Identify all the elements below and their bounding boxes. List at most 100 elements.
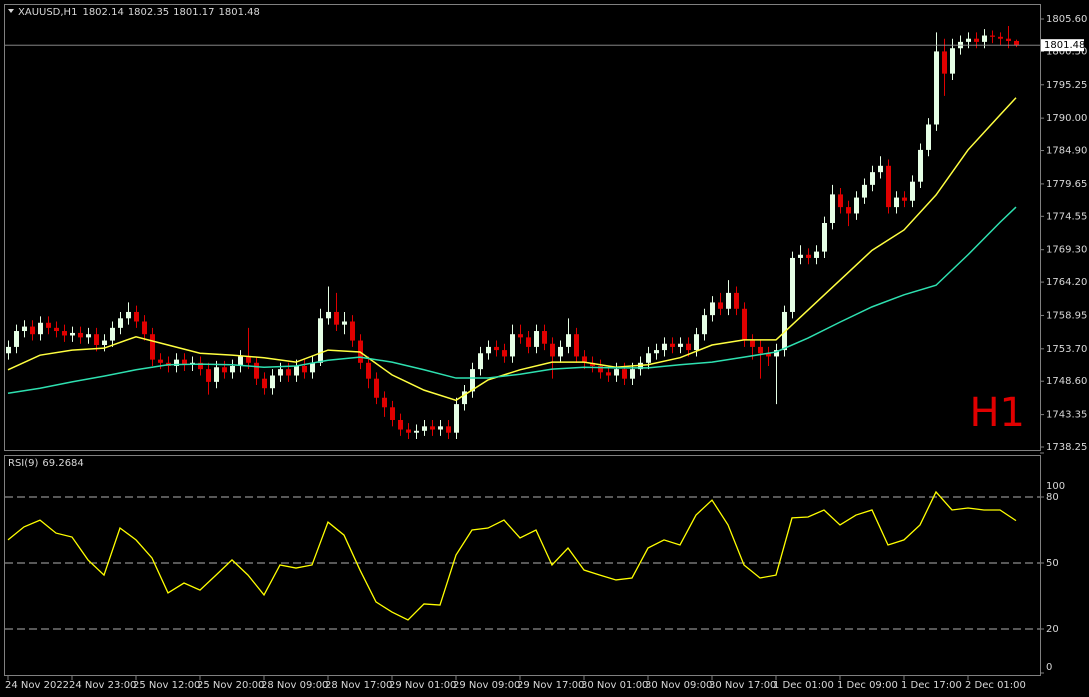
last-price-box (1041, 39, 1084, 52)
candle-body (54, 327, 59, 332)
candle-body (966, 38, 971, 42)
candle-body (70, 332, 75, 336)
candle-body (534, 331, 539, 347)
y-tick-label: 1790.00 (1046, 113, 1087, 124)
y-tick-label: 1784.90 (1046, 146, 1087, 157)
y-tick-label: 1805.60 (1046, 14, 1087, 25)
candle-body (518, 334, 523, 338)
candle-body (278, 369, 283, 376)
candle-body (182, 359, 187, 365)
candle-body (94, 334, 99, 346)
candle-body (326, 311, 331, 319)
candle-body (542, 331, 547, 344)
candle-body (790, 257, 795, 312)
candle-body (406, 429, 411, 433)
rsi-y-tick-label: 80 (1046, 492, 1059, 503)
candle-body (558, 346, 563, 357)
x-tick-label: 30 Nov 01:00 (581, 680, 648, 691)
x-tick-label: 1 Dec 17:00 (901, 680, 962, 691)
candle-body (62, 331, 67, 336)
candle-body (342, 321, 347, 325)
candle-body (774, 350, 779, 357)
candle-body (174, 359, 179, 366)
candle-body (478, 353, 483, 370)
candle-body (382, 397, 387, 408)
timeframe-label: H1 (969, 390, 1025, 436)
candle-body (998, 36, 1003, 39)
candle-body (878, 165, 883, 173)
candle-body (142, 321, 147, 335)
rsi-pane (4, 455, 1041, 676)
candle-body (710, 302, 715, 316)
candle-body (974, 38, 979, 42)
candle-body (990, 35, 995, 37)
x-tick-label: 25 Nov 20:00 (197, 680, 264, 691)
y-tick-label: 1753.70 (1046, 344, 1087, 355)
candle-body (1006, 38, 1011, 41)
candle-body (502, 350, 507, 357)
candle-body (654, 350, 659, 354)
x-tick-label: 28 Nov 09:00 (261, 680, 328, 691)
candle-body (510, 334, 515, 357)
candle-body (262, 378, 267, 389)
candle-body (310, 362, 315, 373)
candle-body (366, 362, 371, 379)
candle-body (726, 292, 731, 309)
x-tick-label: 30 Nov 17:00 (709, 680, 776, 691)
candle-body (238, 356, 243, 366)
rsi-line (7, 490, 1017, 621)
x-tick-label: 2 Dec 01:00 (965, 680, 1026, 691)
candle-body (830, 194, 835, 223)
candle-body (910, 181, 915, 201)
candle-body (846, 207, 851, 214)
y-tick-label: 1758.95 (1046, 310, 1087, 321)
open-value: 1802.14 (82, 7, 123, 18)
candle-body (438, 426, 443, 430)
candle-body (30, 326, 35, 335)
candle-body (374, 378, 379, 398)
y-tick-label: 1764.20 (1046, 277, 1087, 288)
rsi-y-tick-label: 20 (1046, 624, 1059, 635)
rsi-title: RSI(9) 69.2684 (8, 458, 84, 469)
rsi-y-tick-label: 100 (1046, 481, 1065, 492)
x-tick-label: 1 Dec 01:00 (773, 680, 834, 691)
y-tick-label: 1800.50 (1046, 46, 1087, 57)
candle-body (550, 343, 555, 357)
candle-body (614, 369, 619, 376)
candle-body (678, 343, 683, 347)
y-tick-label: 1748.60 (1046, 376, 1087, 387)
symbol: XAUUSD,H1 (18, 7, 77, 18)
candle-body (86, 334, 91, 338)
candle-body (454, 404, 459, 433)
candle-body (574, 334, 579, 357)
candle-body (926, 124, 931, 150)
candle-body (198, 362, 203, 370)
menu-arrow[interactable] (8, 9, 14, 13)
x-tick-label: 29 Nov 01:00 (389, 680, 456, 691)
candle-body (270, 375, 275, 389)
candle-body (102, 340, 107, 346)
candle-body (254, 362, 259, 379)
x-tick-label: 1 Dec 09:00 (837, 680, 898, 691)
low-value: 1801.17 (173, 7, 214, 18)
symbol-title: XAUUSD,H1 1802.14 1802.35 1801.17 1801.48 (18, 7, 260, 18)
candle-body (894, 197, 899, 208)
main-layer (5, 25, 1040, 440)
x-tick-label: 24 Nov 2022 (5, 680, 69, 691)
candle-body (622, 369, 627, 379)
x-tick-label: 28 Nov 17:00 (325, 680, 392, 691)
candle-body (222, 367, 227, 373)
candle-body (294, 365, 299, 376)
x-tick-label: 30 Nov 09:00 (645, 680, 712, 691)
candle-body (950, 48, 955, 74)
x-tick-label: 24 Nov 23:00 (69, 680, 136, 691)
candle-body (286, 369, 291, 376)
rsi-last: 69.2684 (42, 458, 83, 469)
candle-body (494, 346, 499, 351)
candle-body (462, 391, 467, 405)
last-price-label: 1801.48 (1044, 40, 1085, 51)
candle-body (742, 308, 747, 341)
candle-body (1014, 40, 1019, 46)
y-tick-label: 1769.30 (1046, 245, 1087, 256)
candle-body (246, 356, 251, 363)
